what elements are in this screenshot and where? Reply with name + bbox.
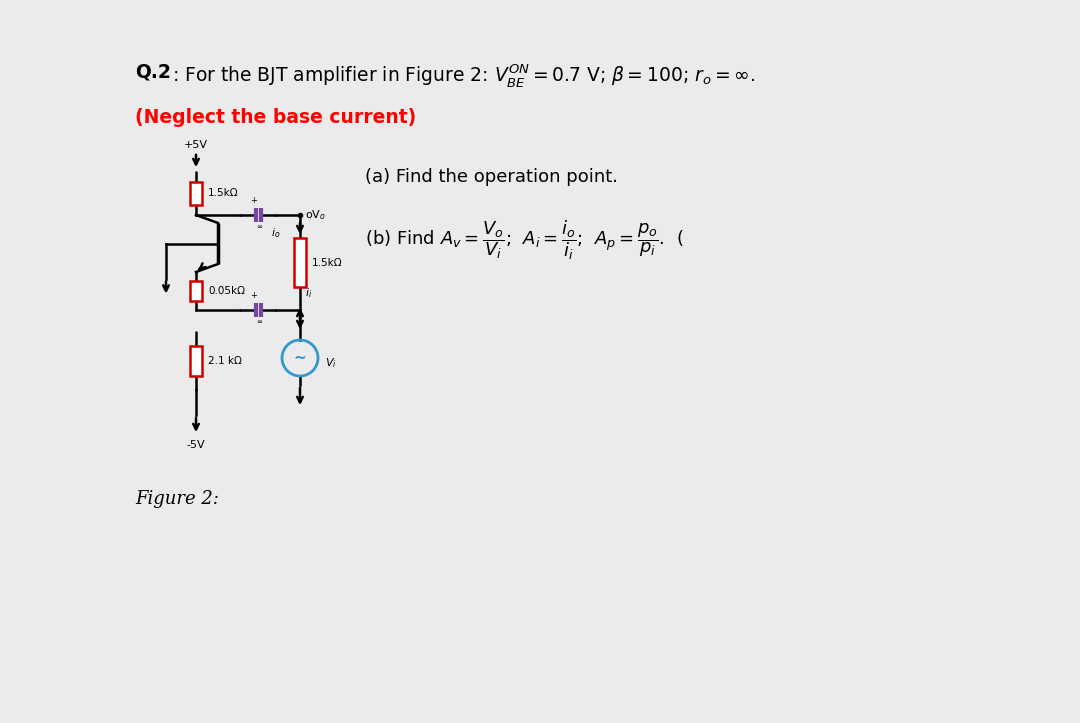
Text: : For the BJT amplifier in Figure 2: $V_{BE}^{ON} = 0.7$ V; $\beta = 100$; $r_o : : For the BJT amplifier in Figure 2: $V_…	[172, 62, 755, 89]
Text: (b) Find $A_v = \dfrac{V_o}{V_i}$;  $A_i = \dfrac{i_o}{i_i}$;  $A_p = \dfrac{p_o: (b) Find $A_v = \dfrac{V_o}{V_i}$; $A_i …	[365, 218, 684, 262]
Text: $i_o$: $i_o$	[270, 226, 280, 240]
Bar	[190, 182, 202, 205]
Text: $V_i$: $V_i$	[325, 356, 337, 370]
Text: 1.5kΩ: 1.5kΩ	[312, 257, 342, 268]
Text: Q.2: Q.2	[135, 62, 171, 81]
Text: 2.1 kΩ: 2.1 kΩ	[208, 356, 242, 366]
Text: $i_i$: $i_i$	[305, 286, 312, 300]
Text: +: +	[251, 196, 257, 205]
Bar	[294, 238, 306, 287]
Text: +5V: +5V	[184, 140, 208, 150]
Text: ∞: ∞	[256, 319, 262, 325]
Bar	[190, 346, 202, 376]
Text: (a) Find the operation point.: (a) Find the operation point.	[365, 168, 618, 186]
Text: ∞: ∞	[256, 224, 262, 230]
Text: Figure 2:: Figure 2:	[135, 490, 219, 508]
Text: -5V: -5V	[187, 440, 205, 450]
Bar	[190, 281, 202, 301]
Text: oV$_o$: oV$_o$	[305, 208, 326, 222]
Text: 0.05kΩ: 0.05kΩ	[208, 286, 245, 296]
Text: ~: ~	[294, 351, 307, 366]
Text: +: +	[251, 291, 257, 300]
Text: (Neglect the base current): (Neglect the base current)	[135, 108, 416, 127]
Text: 1.5kΩ: 1.5kΩ	[208, 189, 239, 199]
